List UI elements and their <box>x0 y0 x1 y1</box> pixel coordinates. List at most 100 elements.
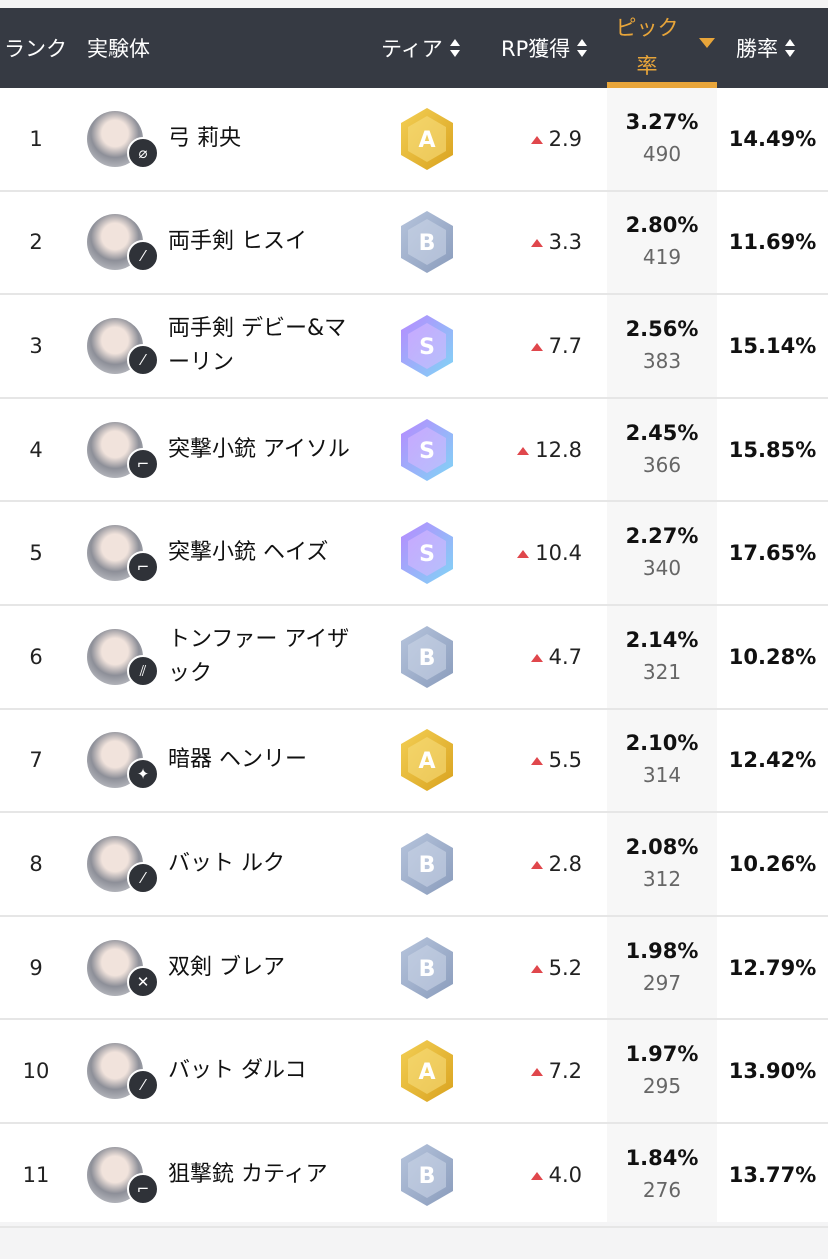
pick-count: 295 <box>642 1074 682 1099</box>
header-tier[interactable]: ティア <box>381 8 461 88</box>
character-name[interactable]: 暗器 ヘンリー <box>168 747 307 773</box>
character-name[interactable]: バット ルク <box>168 850 285 876</box>
header-rank[interactable]: ランク <box>4 8 67 88</box>
tier-letter: S <box>419 542 435 567</box>
pick-rate-value: 3.27% <box>625 109 699 134</box>
rp-gain: 5.5 <box>490 748 582 772</box>
pick-rate-value: 2.27% <box>625 524 699 549</box>
rp-gain: 7.2 <box>490 1059 582 1083</box>
pick-count: 297 <box>642 970 682 995</box>
character-name[interactable]: 双剣 ブレア <box>168 954 285 980</box>
rp-value: 12.8 <box>535 437 582 462</box>
table-row[interactable]: 4 ⌐ 突撃小銃 アイソル S 12.8 2.45% 366 15.85% <box>0 399 828 503</box>
pick-rate-value: 1.98% <box>625 938 699 963</box>
pick-column-highlight <box>607 88 717 1222</box>
win-rate: 10.26% <box>728 851 817 876</box>
pick-count: 366 <box>642 452 682 477</box>
header-character-label: 実験体 <box>87 37 150 61</box>
header-rp[interactable]: RP獲得 <box>501 8 588 88</box>
pick-rate-value: 1.97% <box>625 1042 699 1067</box>
rifle-icon: ⌐ <box>127 447 159 480</box>
rp-gain: 12.8 <box>490 438 582 462</box>
rifle-icon: ⌐ <box>127 551 159 584</box>
sort-icon <box>449 39 460 57</box>
table-row[interactable]: 10 ⁄ バット ダルコ A 7.2 1.97% 295 13.90% <box>0 1020 828 1124</box>
table-row[interactable]: 9 ✕ 双剣 ブレア B 5.2 1.98% 297 12.79% <box>0 917 828 1021</box>
table-row[interactable]: 5 ⌐ 突撃小銃 ヘイズ S 10.4 2.27% 340 17.65% <box>0 502 828 606</box>
character-name[interactable]: 突撃小銃 ヘイズ <box>168 540 329 566</box>
arrow-up-icon <box>530 135 543 144</box>
character-name[interactable]: 突撃小銃 アイソル <box>168 436 350 462</box>
header-pick-rate[interactable]: ピック 率 <box>607 8 717 88</box>
tier-badge-S: S <box>401 522 453 585</box>
character-name[interactable]: バット ダルコ <box>168 1058 307 1084</box>
table-row[interactable]: 6 ⫽ トンファー アイザック B 4.7 2.14% 321 10.28% <box>0 606 828 710</box>
rank: 11 <box>22 1162 50 1187</box>
tier-badge-B: B <box>401 211 453 274</box>
tier-letter: A <box>418 749 435 774</box>
table-row[interactable]: 11 ⌐ 狙撃銃 カティア B 4.0 1.84% 276 13.77% <box>0 1124 828 1228</box>
win-rate: 15.85% <box>728 437 817 462</box>
rp-value: 4.7 <box>548 644 582 669</box>
character-name[interactable]: 狙撃銃 カティア <box>168 1161 328 1187</box>
header-character[interactable]: 実験体 <box>87 8 150 88</box>
pick-rate-value: 2.80% <box>625 213 699 238</box>
character-name[interactable]: 弓 莉央 <box>168 125 241 151</box>
pick-rate: 2.56% 383 <box>607 314 717 378</box>
rp-value: 4.0 <box>548 1162 582 1187</box>
pick-count: 312 <box>642 866 682 891</box>
table-row[interactable]: 2 ⁄ 両手剣 ヒスイ B 3.3 2.80% 419 11.69% <box>0 192 828 296</box>
tier-letter: B <box>419 853 436 878</box>
pick-count: 419 <box>642 245 682 270</box>
header-rank-label: ランク <box>4 37 67 61</box>
pick-rate-value: 2.08% <box>625 834 699 859</box>
rp-value: 2.9 <box>548 126 582 151</box>
pick-rate-value: 1.84% <box>625 1145 699 1170</box>
tier-badge-S: S <box>401 418 453 481</box>
arrow-up-icon <box>530 860 543 869</box>
table-row[interactable]: 8 ⁄ バット ルク B 2.8 2.08% 312 10.26% <box>0 813 828 917</box>
table-header: ランク 実験体 ティア RP獲得 ピック 率 勝率 <box>0 8 828 88</box>
rank: 3 <box>29 333 43 358</box>
rp-gain: 4.7 <box>490 645 582 669</box>
tier-letter: A <box>418 128 435 153</box>
tier-letter: B <box>419 957 436 982</box>
rp-gain: 10.4 <box>490 541 582 565</box>
arrow-up-icon <box>530 1171 543 1180</box>
rank: 10 <box>22 1059 50 1084</box>
character-name[interactable]: 両手剣 デビー&マーリン <box>168 315 347 375</box>
tier-letter: S <box>419 335 435 360</box>
tier-badge-A: A <box>401 107 453 170</box>
table-row[interactable]: 3 ⁄ 両手剣 デビー&マーリン S 7.7 2.56% 383 15.14% <box>0 295 828 399</box>
arrow-up-icon <box>530 342 543 351</box>
pick-rate-value: 2.10% <box>625 731 699 756</box>
character-name[interactable]: トンファー アイザック <box>168 626 350 686</box>
tier-badge-B: B <box>401 936 453 999</box>
rank: 5 <box>29 541 43 566</box>
sword-icon: ⁄ <box>127 343 159 376</box>
bow-icon: ⌀ <box>127 136 159 169</box>
rank: 4 <box>29 437 43 462</box>
header-winrate[interactable]: 勝率 <box>736 8 796 88</box>
table-body: 1 ⌀ 弓 莉央 A 2.9 3.27% 490 14.49% 2 ⁄ 両手剣 ヒ… <box>0 88 828 1228</box>
rank: 8 <box>29 851 43 876</box>
win-rate: 15.14% <box>728 333 817 358</box>
header-rp-label: RP獲得 <box>501 37 571 61</box>
pick-rate: 2.08% 312 <box>607 832 717 896</box>
character-name[interactable]: 両手剣 ヒスイ <box>168 229 307 255</box>
pick-count: 490 <box>642 141 682 166</box>
arrow-up-icon <box>530 653 543 662</box>
table-row[interactable]: 7 ✦ 暗器 ヘンリー A 5.5 2.10% 314 12.42% <box>0 710 828 814</box>
arrow-up-icon <box>530 239 543 248</box>
tier-badge-A: A <box>401 1040 453 1103</box>
table-row[interactable]: 1 ⌀ 弓 莉央 A 2.9 3.27% 490 14.49% <box>0 88 828 192</box>
header-pick-label-2: 率 <box>636 54 658 78</box>
pick-rate: 3.27% 490 <box>607 107 717 171</box>
pick-rate-value: 2.56% <box>625 316 699 341</box>
rp-gain: 2.9 <box>490 127 582 151</box>
tier-letter: B <box>419 646 436 671</box>
tier-letter: B <box>419 1164 436 1189</box>
rp-value: 3.3 <box>548 230 582 255</box>
header-tier-label: ティア <box>381 37 443 61</box>
arrow-up-icon <box>517 446 530 455</box>
